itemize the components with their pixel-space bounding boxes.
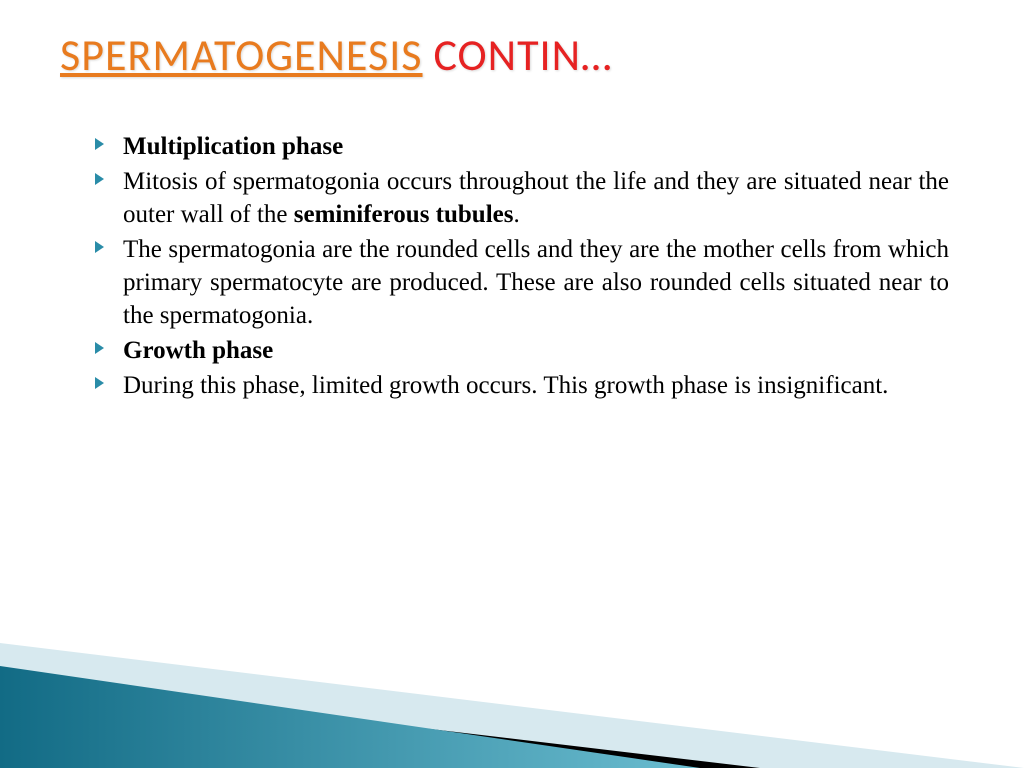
bullet-triangle-icon: [95, 173, 104, 185]
bullet-text: Growth phase: [123, 337, 273, 364]
bullet-item: During this phase, limited growth occurs…: [95, 369, 949, 402]
title-part2: CONTIN…: [423, 28, 613, 82]
bullet-triangle-icon: [95, 377, 104, 389]
bullet-item: The spermatogonia are the rounded cells …: [95, 233, 949, 332]
bullet-triangle-icon: [95, 138, 104, 150]
bullet-text: The spermatogonia are the rounded cells …: [123, 236, 949, 329]
bullet-triangle-icon: [95, 342, 104, 354]
title-part1: SPERMATOGENESIS: [60, 28, 423, 82]
content-area: Multiplication phase Mitosis of spermatog…: [95, 130, 949, 404]
decor-triangle-light: [0, 643, 1024, 768]
bullet-item: Multiplication phase: [95, 130, 949, 163]
bullet-item: Growth phase: [95, 334, 949, 367]
bullet-triangle-icon: [95, 241, 104, 253]
bullet-text: During this phase, limited growth occurs…: [123, 372, 888, 399]
decor-triangle-black: [0, 678, 760, 768]
bullet-item: Mitosis of spermatogonia occurs througho…: [95, 165, 949, 231]
corner-decoration: [0, 568, 1024, 768]
slide-title: SPERMATOGENESIS CONTIN…: [60, 28, 612, 82]
decor-triangle-teal: [0, 666, 700, 768]
bullet-text: Multiplication phase: [123, 133, 343, 160]
bullet-text: Mitosis of spermatogonia occurs througho…: [123, 168, 949, 228]
